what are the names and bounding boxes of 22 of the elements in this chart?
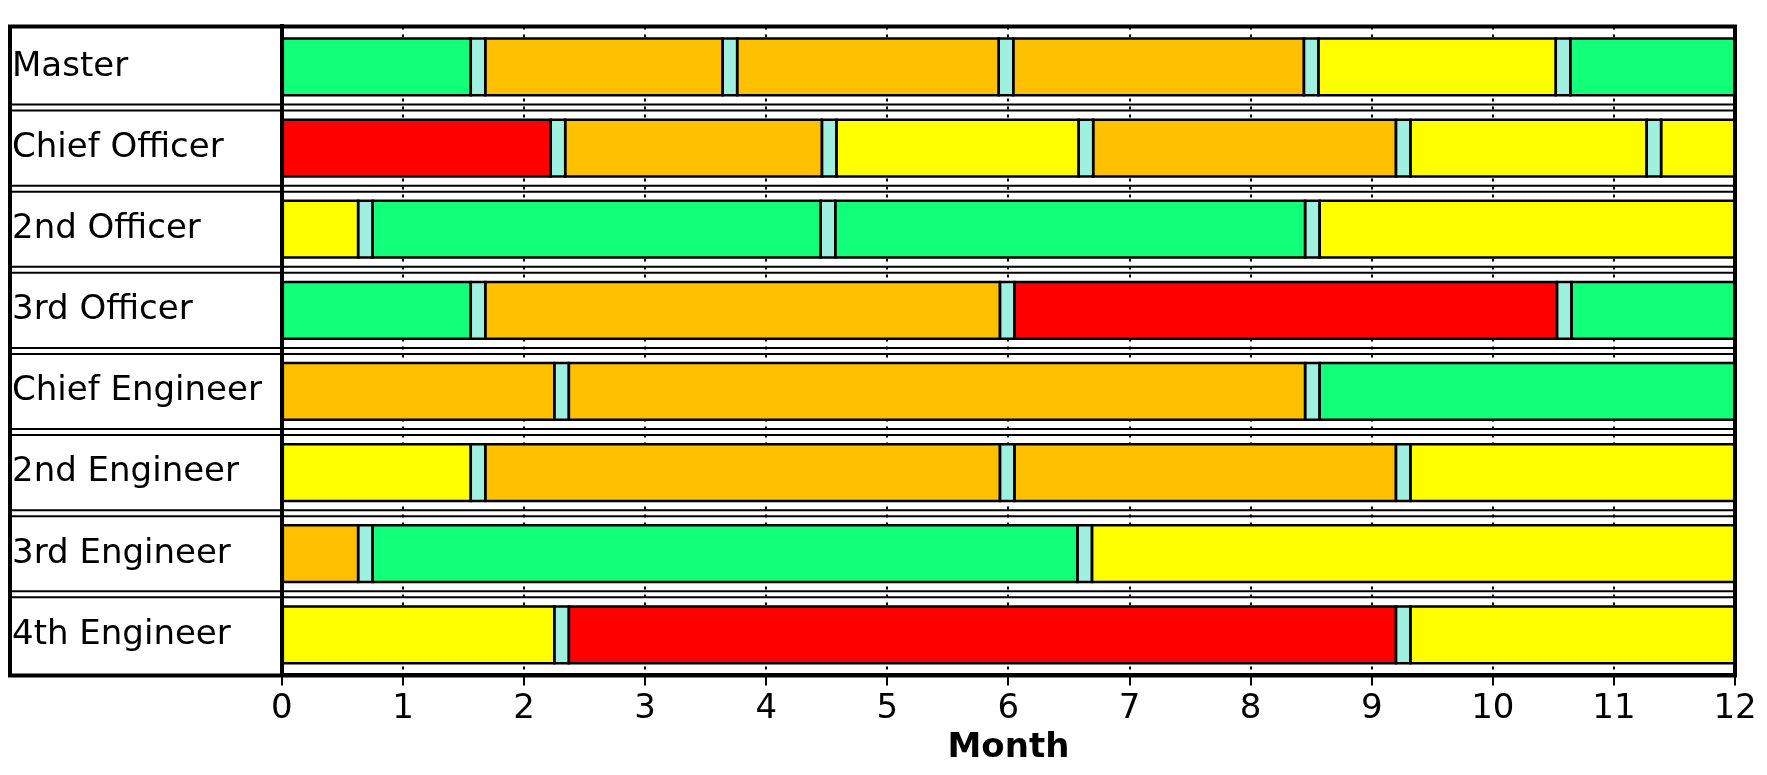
y-tick-label: 2nd Engineer (12, 449, 240, 490)
y-tick-label: Chief Engineer (12, 368, 262, 409)
x-tick-label: 12 (1713, 685, 1757, 726)
y-tick-label: 3rd Engineer (12, 530, 231, 571)
x-tick-label: 4 (755, 685, 778, 726)
x-tick-label: 6 (997, 685, 1020, 726)
y-tick-label: 3rd Officer (12, 287, 193, 328)
x-tick-label: 3 (634, 685, 656, 726)
x-tick-label: 9 (1360, 685, 1383, 726)
y-tick-label: Master (12, 43, 129, 84)
x-tick-label: 8 (1239, 685, 1262, 726)
y-tick-label: 2nd Officer (12, 206, 201, 247)
x-axis-title: Month (947, 725, 1070, 766)
x-tick-label: 0 (271, 685, 293, 726)
y-tick-label: Chief Officer (12, 124, 224, 165)
x-tick-label: 5 (876, 685, 899, 726)
x-tick-label: 11 (1592, 685, 1636, 726)
x-tick-label: 1 (392, 685, 414, 726)
x-tick-label: 10 (1471, 685, 1515, 726)
x-tick-label: 7 (1118, 685, 1141, 726)
y-tick-label: 4th Engineer (12, 611, 231, 652)
x-tick-label: 2 (513, 685, 535, 726)
